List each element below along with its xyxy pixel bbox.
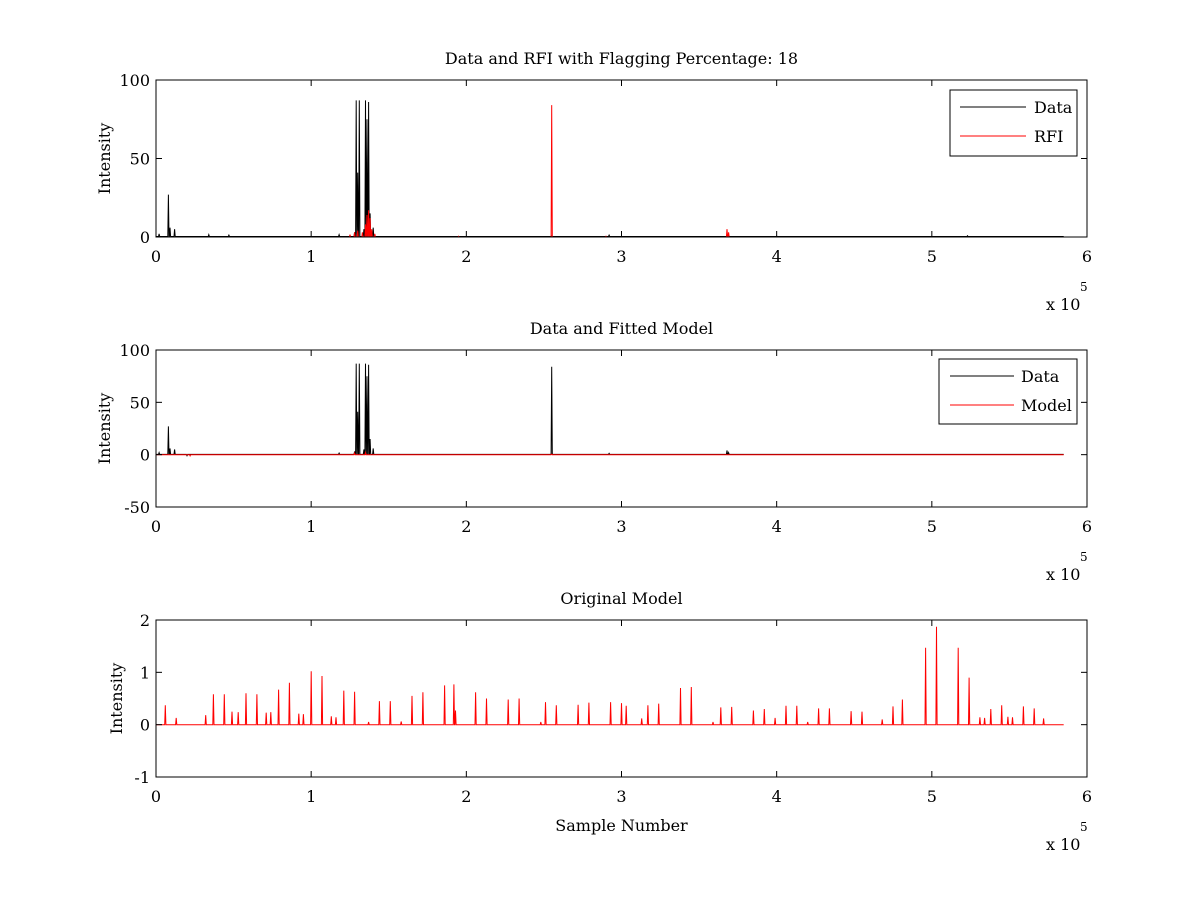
- x-tick-label: 6: [1082, 787, 1092, 806]
- x-multiplier: x 10: [1046, 295, 1080, 314]
- legend-box: [938, 358, 1078, 425]
- x-tick-label: 3: [616, 517, 626, 536]
- y-tick-label: 0: [140, 228, 150, 247]
- x-multiplier-exponent: 5: [1080, 550, 1088, 564]
- subplot-1: 0 1 2 3 4 5 6 0 50 100 Data and RFI with Flagging …: [95, 49, 1092, 314]
- x-tick-label: 0: [151, 517, 161, 536]
- x-tick-label: 1: [306, 787, 316, 806]
- x-multiplier: x 10: [1046, 565, 1080, 584]
- legend: Data Model: [938, 358, 1078, 425]
- x-tick-label: 4: [772, 247, 782, 266]
- x-tick-label: 5: [927, 247, 937, 266]
- legend: Data RFI: [949, 89, 1078, 157]
- y-tick-label: 0: [140, 716, 150, 735]
- x-tick-label: 3: [616, 247, 626, 266]
- y-tick-label: -1: [134, 768, 150, 787]
- series-line-model: [156, 626, 1064, 726]
- series-line-model: [156, 450, 1064, 458]
- x-tick-label: 3: [616, 787, 626, 806]
- plot-area: [156, 620, 1087, 777]
- plot-area: [156, 350, 1087, 507]
- x-multiplier-exponent: 5: [1080, 280, 1088, 294]
- y-tick-label: 2: [140, 611, 150, 630]
- y-tick-label: 50: [130, 393, 150, 412]
- chart-title: Original Model: [560, 589, 682, 608]
- x-tick-label: 1: [306, 517, 316, 536]
- x-tick-label: 0: [151, 787, 161, 806]
- x-multiplier: x 10: [1046, 835, 1080, 854]
- x-tick-label: 5: [927, 787, 937, 806]
- x-tick-label: 0: [151, 247, 161, 266]
- y-axis-label: Intensity: [95, 123, 114, 195]
- x-axis-label: Sample Number: [555, 816, 688, 835]
- x-tick-label: 2: [461, 517, 471, 536]
- legend-label: Data: [1021, 367, 1060, 386]
- x-tick-label: 2: [461, 247, 471, 266]
- x-tick-label: 6: [1082, 517, 1092, 536]
- y-axis-label: Intensity: [95, 393, 114, 465]
- y-tick-label: 100: [119, 71, 150, 90]
- x-tick-label: 2: [461, 787, 471, 806]
- x-tick-label: 6: [1082, 247, 1092, 266]
- y-axis-label: Intensity: [107, 663, 126, 735]
- x-tick-label: 4: [772, 517, 782, 536]
- legend-label: Data: [1034, 98, 1073, 117]
- y-tick-label: 1: [140, 663, 150, 682]
- x-tick-label: 5: [927, 517, 937, 536]
- y-tick-label: 50: [130, 150, 150, 169]
- x-tick-label: 4: [772, 787, 782, 806]
- legend-label: Model: [1021, 396, 1072, 415]
- x-multiplier-exponent: 5: [1080, 820, 1088, 834]
- y-tick-label: 100: [119, 341, 150, 360]
- chart-title: Data and RFI with Flagging Percentage: 1…: [445, 49, 798, 68]
- chart-title: Data and Fitted Model: [530, 319, 713, 338]
- y-tick-label: 0: [140, 446, 150, 465]
- y-tick-label: -50: [124, 498, 150, 517]
- plot-area: [156, 80, 1087, 237]
- series-line-rfi: [156, 105, 1064, 238]
- legend-box: [949, 89, 1078, 157]
- legend-label: RFI: [1034, 127, 1063, 146]
- x-tick-label: 1: [306, 247, 316, 266]
